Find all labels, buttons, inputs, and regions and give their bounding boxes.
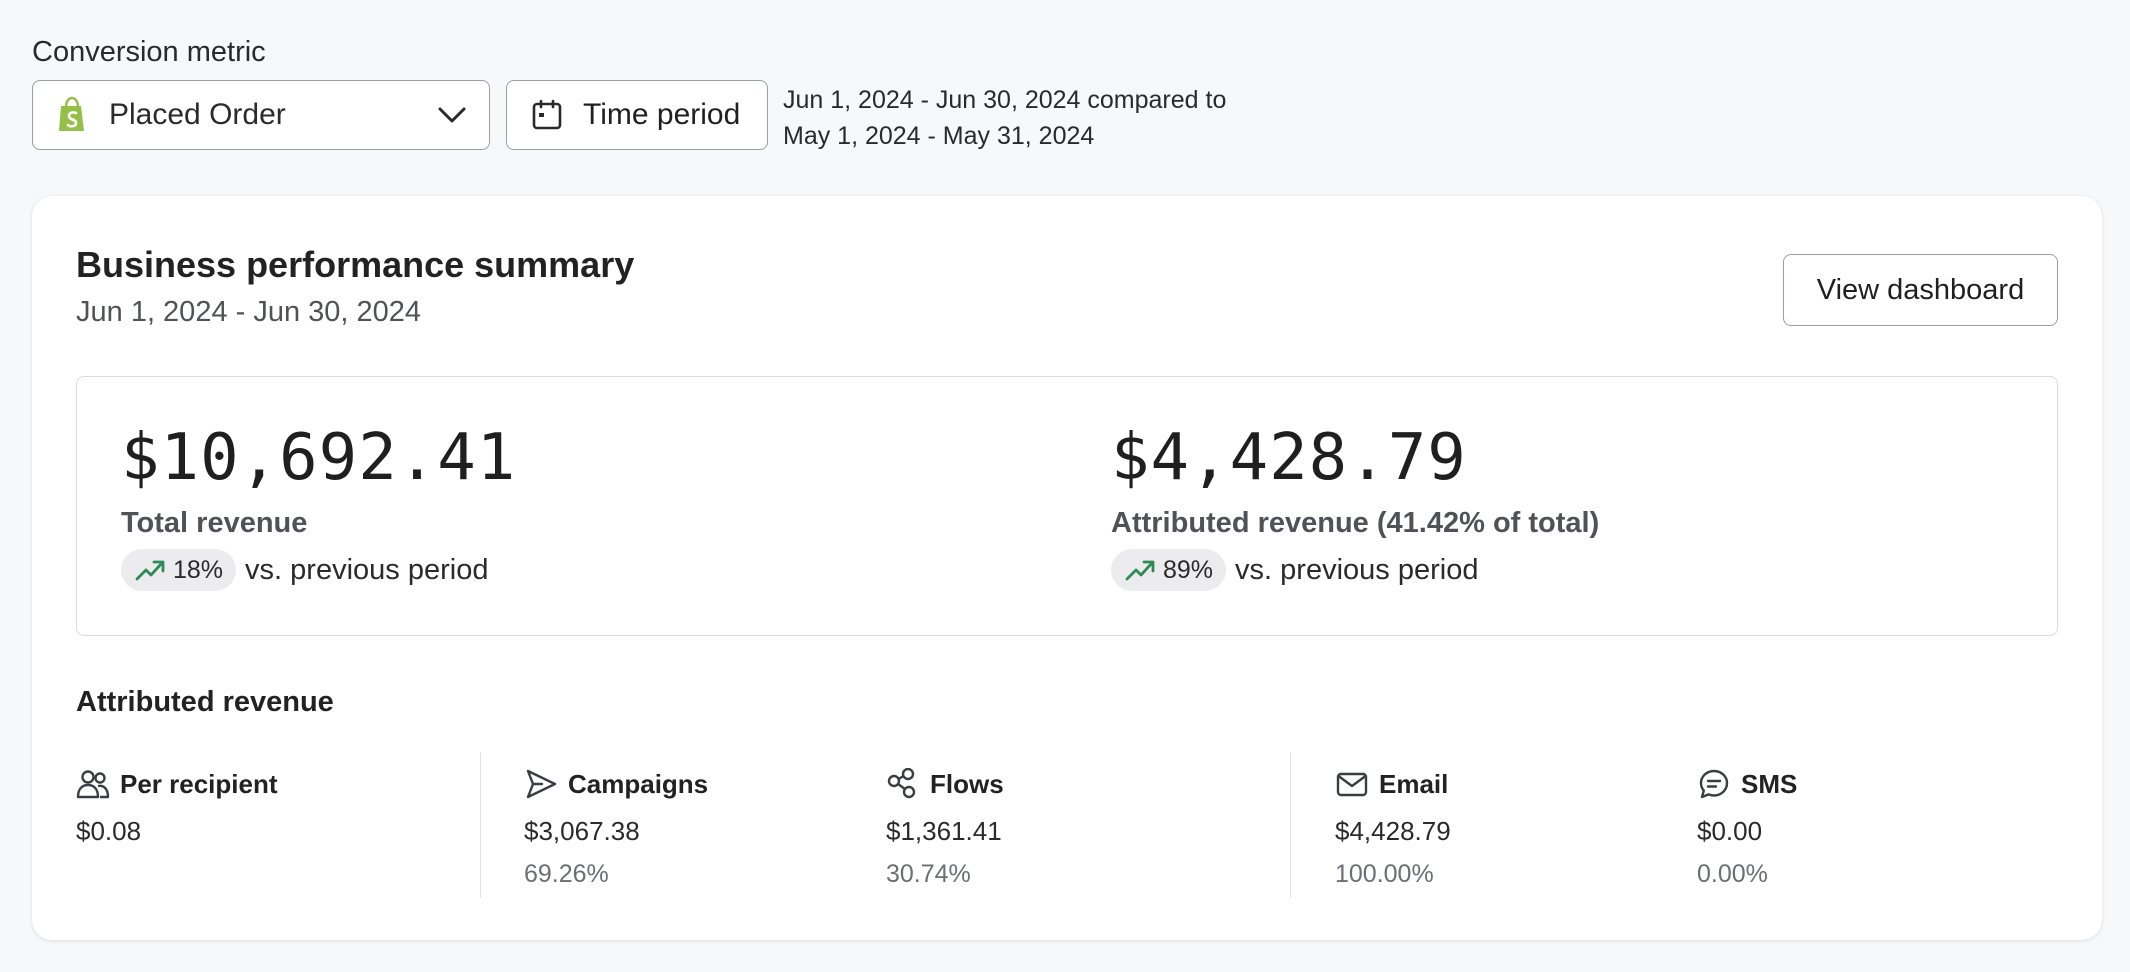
date-comparison-text: Jun 1, 2024 - Jun 30, 2024 compared to M… xyxy=(783,82,1226,154)
trend-suffix: vs. previous period xyxy=(1235,553,1479,586)
total-revenue-trend: 18% vs. previous period xyxy=(121,549,488,591)
performance-summary-card: Business performance summary Jun 1, 2024… xyxy=(32,196,2102,940)
email-column: Email $4,428.79 100.00% xyxy=(1335,768,1451,889)
column-value: $0.00 xyxy=(1697,816,1763,846)
column-percent: 100.00% xyxy=(1335,860,1434,888)
mail-icon xyxy=(1336,772,1368,797)
column-label: Flows xyxy=(930,768,1004,799)
revenue-stats-box: $10,692.41 Total revenue 18% vs. previou… xyxy=(76,376,2058,636)
trend-badge: 89% xyxy=(1111,549,1227,591)
metric-label: Conversion metric xyxy=(32,36,266,68)
per-recipient-column: Per recipient $0.08 xyxy=(76,768,278,847)
column-label: Per recipient xyxy=(120,768,278,799)
attributed-revenue-trend: 89% vs. previous period xyxy=(1111,549,1478,591)
send-icon xyxy=(526,769,557,799)
chevron-down-icon xyxy=(438,107,466,123)
sms-column: SMS $0.00 0.00% xyxy=(1697,768,1798,889)
chat-icon xyxy=(1699,769,1729,799)
conversion-metric-select[interactable]: Placed Order xyxy=(32,80,490,150)
flows-column: Flows $1,361.41 30.74% xyxy=(886,768,1004,888)
column-divider xyxy=(480,752,481,898)
view-dashboard-button[interactable]: View dashboard xyxy=(1783,254,2058,326)
column-label: Email xyxy=(1379,768,1449,799)
trend-suffix: vs. previous period xyxy=(245,553,489,586)
column-percent: 30.74% xyxy=(886,860,971,888)
column-percent: 0.00% xyxy=(1697,860,1768,888)
card-title: Business performance summary xyxy=(76,244,635,285)
column-value: $0.08 xyxy=(76,816,142,846)
metric-value: Placed Order xyxy=(109,98,286,131)
column-value: $1,361.41 xyxy=(886,816,1002,846)
time-period-label: Time period xyxy=(583,98,741,131)
attributed-revenue-label: Attributed revenue (41.42% of total) xyxy=(1111,507,1600,539)
column-label: Campaigns xyxy=(568,768,709,799)
column-divider xyxy=(1290,752,1291,898)
attributed-revenue-value: $4,428.79 xyxy=(1111,421,1467,495)
time-period-button[interactable]: Time period xyxy=(506,80,768,150)
column-value: $3,067.38 xyxy=(524,816,640,846)
total-revenue-label: Total revenue xyxy=(121,507,308,539)
column-label: SMS xyxy=(1741,768,1798,799)
column-value: $4,428.79 xyxy=(1335,816,1451,846)
compare-line-2: May 1, 2024 - May 31, 2024 xyxy=(783,122,1095,150)
shopify-icon xyxy=(57,95,91,135)
column-percent: 69.26% xyxy=(524,860,609,888)
trend-value: 18% xyxy=(173,555,224,584)
trend-badge: 18% xyxy=(121,549,237,591)
campaigns-column: Campaigns $3,067.38 69.26% xyxy=(524,768,709,889)
trend-up-icon xyxy=(135,560,165,581)
flows-icon xyxy=(887,768,916,799)
calendar-icon xyxy=(532,99,562,130)
card-date-range: Jun 1, 2024 - Jun 30, 2024 xyxy=(76,296,422,328)
attributed-revenue-title: Attributed revenue xyxy=(76,686,334,718)
trend-up-icon xyxy=(1125,560,1155,581)
trend-value: 89% xyxy=(1163,555,1214,584)
total-revenue-value: $10,692.41 xyxy=(121,421,517,495)
users-icon xyxy=(76,770,110,799)
compare-line-1: Jun 1, 2024 - Jun 30, 2024 compared to xyxy=(783,86,1227,114)
